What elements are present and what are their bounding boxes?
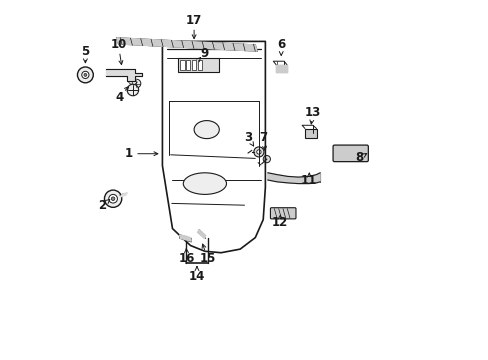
Bar <box>178 58 219 72</box>
Circle shape <box>132 79 141 88</box>
Polygon shape <box>197 230 205 238</box>
Polygon shape <box>276 65 286 72</box>
Text: 1: 1 <box>124 147 132 160</box>
Bar <box>192 60 196 70</box>
Polygon shape <box>179 235 191 241</box>
Text: 8: 8 <box>355 151 363 164</box>
Circle shape <box>108 194 117 203</box>
Text: 3: 3 <box>244 131 252 144</box>
Text: 2: 2 <box>98 199 106 212</box>
Circle shape <box>111 197 115 201</box>
Text: 9: 9 <box>201 47 208 60</box>
Ellipse shape <box>194 121 219 139</box>
Circle shape <box>127 84 139 96</box>
Text: 6: 6 <box>277 39 285 51</box>
Circle shape <box>77 67 93 83</box>
Polygon shape <box>162 41 265 253</box>
Bar <box>197 60 202 70</box>
Polygon shape <box>120 193 127 197</box>
Bar <box>276 65 286 72</box>
Text: 11: 11 <box>301 174 317 187</box>
Circle shape <box>104 190 122 207</box>
FancyBboxPatch shape <box>270 208 295 219</box>
Text: 14: 14 <box>188 270 205 283</box>
Ellipse shape <box>183 173 226 194</box>
Polygon shape <box>106 69 142 81</box>
Text: 10: 10 <box>110 39 126 51</box>
Bar <box>186 60 190 70</box>
Circle shape <box>81 71 89 78</box>
Text: 16: 16 <box>178 252 195 265</box>
Circle shape <box>256 150 261 154</box>
Text: 5: 5 <box>81 45 89 58</box>
Polygon shape <box>267 173 320 184</box>
Text: 13: 13 <box>304 106 320 119</box>
Bar <box>180 60 184 70</box>
Text: 4: 4 <box>115 91 123 104</box>
Bar <box>305 129 316 138</box>
Circle shape <box>84 73 87 76</box>
Text: 17: 17 <box>185 14 202 27</box>
Text: 12: 12 <box>271 216 287 229</box>
FancyBboxPatch shape <box>332 145 367 162</box>
Circle shape <box>253 147 264 157</box>
Polygon shape <box>117 38 257 51</box>
Text: 7: 7 <box>259 131 267 144</box>
Text: 15: 15 <box>199 252 216 265</box>
Circle shape <box>263 156 270 163</box>
